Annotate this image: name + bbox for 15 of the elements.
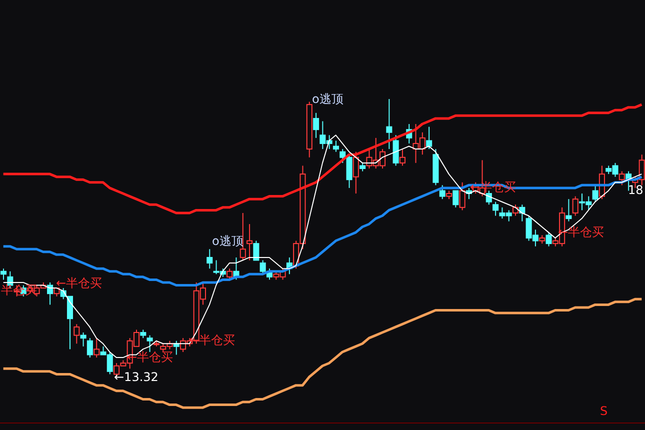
candlestick [332, 140, 339, 152]
annotation: ←13.32 [114, 370, 158, 384]
annotation: 18 [628, 183, 644, 197]
candlestick [313, 112, 320, 138]
candlestick [74, 324, 80, 344]
annotation: o逃顶 [312, 92, 344, 106]
candlestick [206, 248, 213, 270]
candlestick [566, 198, 572, 222]
candlestick [80, 332, 86, 347]
candlestick [386, 99, 392, 150]
text: S [600, 404, 608, 418]
candlestick [246, 224, 253, 261]
annotation: ←半仓买 [189, 333, 236, 347]
annotation: ←半仓买 [56, 276, 102, 290]
candlestick [0, 268, 7, 280]
